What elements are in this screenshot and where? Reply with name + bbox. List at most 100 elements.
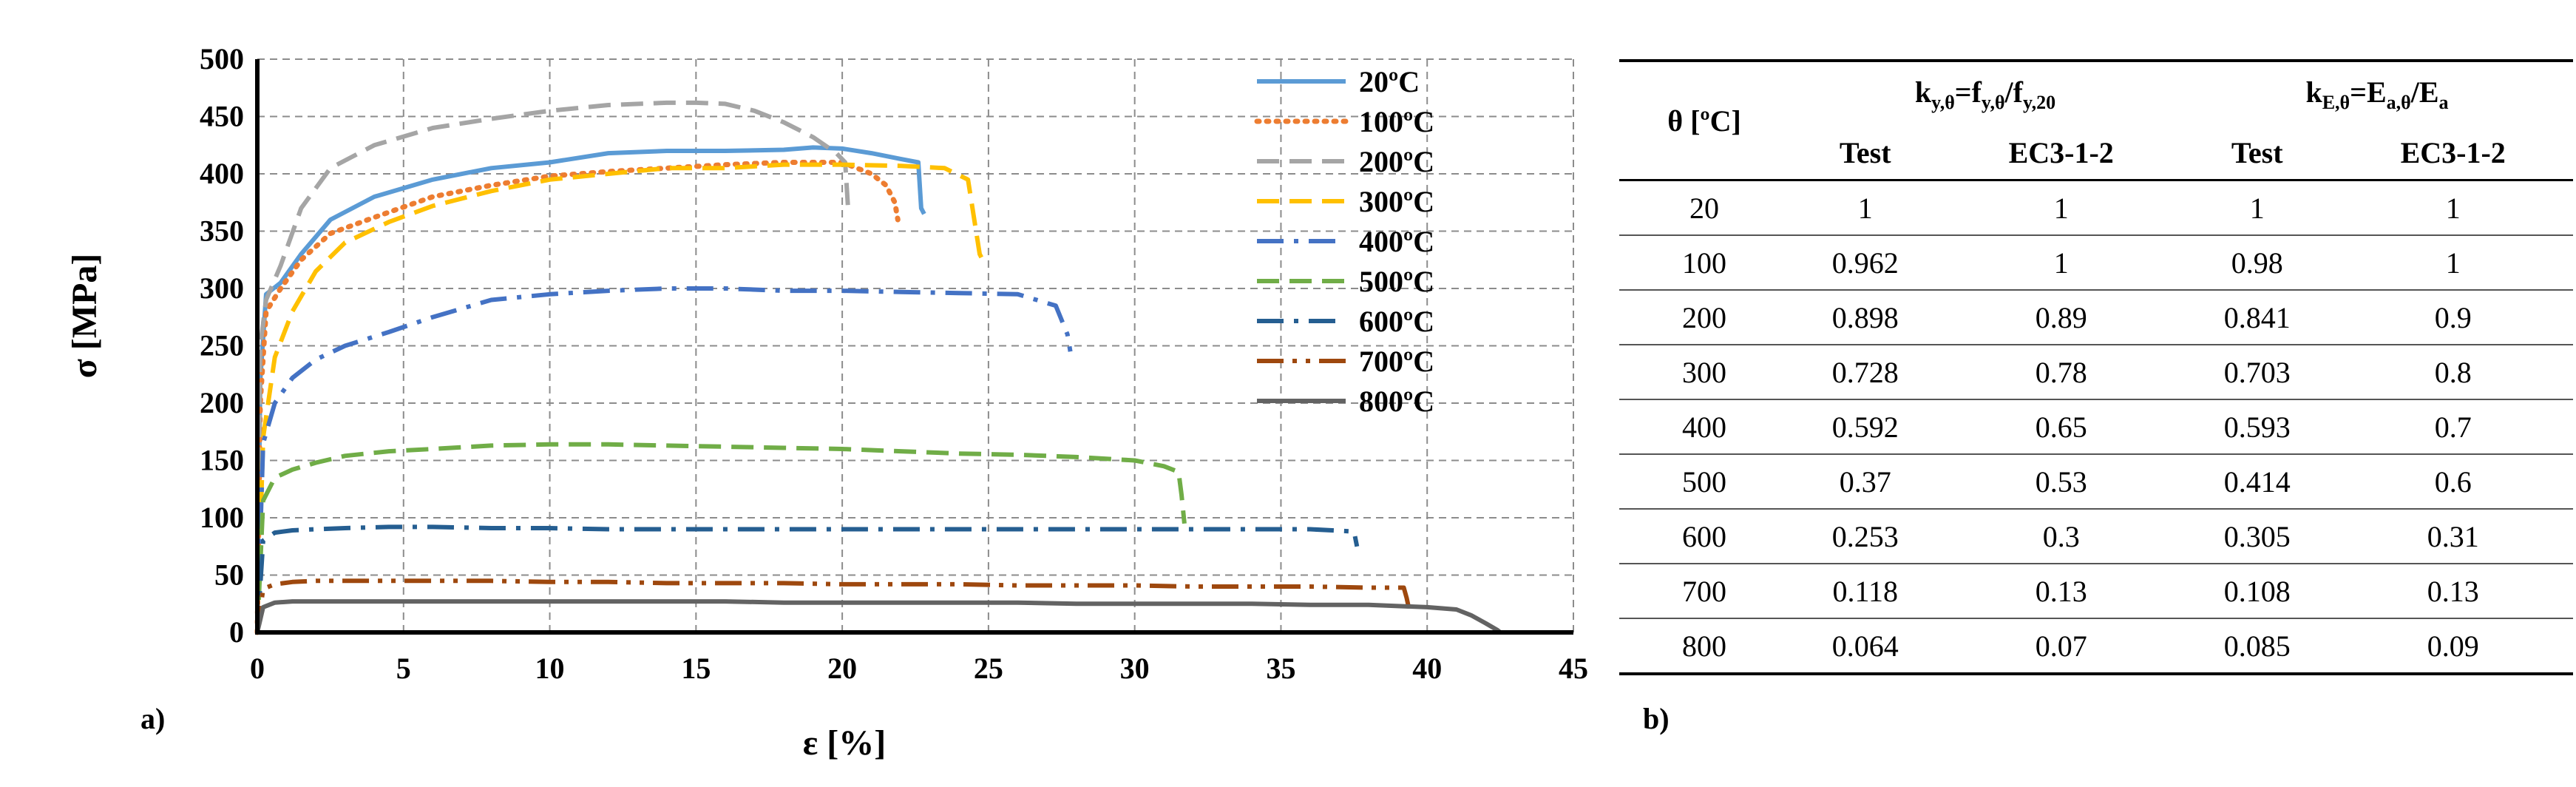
series-line-5 (255, 442, 1187, 633)
table-cell: 0.593 (2180, 399, 2333, 455)
ke-ec3-header: EC3-1-2 (2333, 126, 2573, 181)
chart-legend: 20ºC 100ºC 200ºC 300ºC 400ºC 500ºC 600ºC 700ºC 8… (1254, 65, 1434, 418)
table-row: 20 1 1 1 1 (1619, 180, 2573, 236)
table-cell: 1 (1941, 180, 2181, 236)
y-axis-title: σ [MPa] (65, 254, 104, 379)
table-cell: 0.841 (2180, 290, 2333, 345)
y-tick-label: 250 (200, 329, 244, 362)
chart-axes (255, 59, 1573, 635)
table-cell: 0.07 (1941, 618, 2181, 675)
x-tick-label: 40 (1412, 652, 1442, 685)
table-cell: 1 (1789, 180, 1942, 236)
series-line-3 (255, 162, 985, 633)
y-tick-label: 350 (200, 215, 244, 248)
ky-test-header: Test (1789, 126, 1942, 181)
table-cell: 0.305 (2180, 509, 2333, 564)
table-cell: 200 (1619, 290, 1789, 345)
table-cell: 0.9 (2333, 290, 2573, 345)
panel-a-label: a) (140, 702, 166, 735)
chart-tick-labels: 0 5 10 15 20 25 30 35 40 450501001502002503003504… (200, 42, 1588, 685)
ky-ec3-header: EC3-1-2 (1941, 126, 2181, 181)
table-cell: 0.31 (2333, 509, 2573, 564)
table-cell: 700 (1619, 564, 1789, 619)
table-cell: 0.085 (2180, 618, 2333, 675)
legend-label-8: 800ºC (1359, 385, 1434, 418)
legend-label-7: 700ºC (1359, 345, 1434, 378)
x-tick-label: 25 (974, 652, 1003, 685)
x-tick-label: 35 (1266, 652, 1295, 685)
table-row: 200 0.898 0.89 0.841 0.9 (1619, 290, 2573, 345)
table-cell: 1 (2333, 235, 2573, 291)
table-cell: 0.108 (2180, 564, 2333, 619)
table-cell: 0.98 (2180, 235, 2333, 291)
y-tick-label: 100 (200, 501, 244, 534)
table-cell: 0.703 (2180, 345, 2333, 400)
table-cell: 0.728 (1789, 345, 1942, 400)
table-cell: 1 (2180, 180, 2333, 236)
x-axis-title: ε [%] (803, 723, 886, 763)
legend-label-2: 200ºC (1359, 145, 1434, 178)
table-cell: 20 (1619, 180, 1789, 236)
ke-test-header: Test (2180, 126, 2333, 181)
series-line-6 (255, 524, 1360, 633)
ke-header: kE,θ=Ea,θ/Ea (2180, 59, 2573, 126)
ky-header: ky,θ=fy,θ/fy,20 (1789, 59, 2181, 126)
table-cell: 0.3 (1941, 509, 2181, 564)
y-tick-label: 150 (200, 444, 244, 477)
table-cell: 0.6 (2333, 454, 2573, 510)
y-tick-label: 50 (214, 558, 244, 592)
table-cell: 300 (1619, 345, 1789, 400)
legend-label-6: 600ºC (1359, 305, 1434, 338)
x-tick-label: 45 (1559, 652, 1588, 685)
table-cell: 100 (1619, 235, 1789, 291)
x-tick-label: 30 (1120, 652, 1150, 685)
y-tick-label: 450 (200, 100, 244, 133)
y-tick-label: 0 (229, 615, 244, 649)
legend-label-3: 300ºC (1359, 185, 1434, 218)
table-cell: 0.78 (1941, 345, 2181, 400)
table-cell: 0.37 (1789, 454, 1942, 510)
table-cell: 500 (1619, 454, 1789, 510)
table-cell: 0.064 (1789, 618, 1942, 675)
series-line-2 (255, 100, 850, 633)
x-tick-label: 15 (681, 652, 711, 685)
y-tick-label: 400 (200, 157, 244, 190)
table-row: 700 0.118 0.13 0.108 0.13 (1619, 564, 2573, 619)
reduction-factor-table: θ [ºC] ky,θ=fy,θ/fy,20 kE,θ=Ea,θ/Ea Test… (1619, 59, 2573, 675)
table-cell: 0.09 (2333, 618, 2573, 675)
x-tick-label: 20 (827, 652, 857, 685)
table-row: 100 0.962 1 0.98 1 (1619, 235, 2573, 291)
legend-label-5: 500ºC (1359, 265, 1434, 298)
table-cell: 800 (1619, 618, 1789, 675)
series-line-8 (255, 599, 1502, 635)
table-cell: 600 (1619, 509, 1789, 564)
panel-b-label: b) (1643, 702, 1670, 735)
series-line-1 (254, 160, 901, 635)
table-cell: 0.65 (1941, 399, 2181, 455)
table-cell: 0.253 (1789, 509, 1942, 564)
table-cell: 0.13 (2333, 564, 2573, 619)
table-cell: 0.8 (2333, 345, 2573, 400)
table-cell: 0.898 (1789, 290, 1942, 345)
table-cell: 400 (1619, 399, 1789, 455)
table-row: 400 0.592 0.65 0.593 0.7 (1619, 399, 2573, 455)
table-row: 600 0.253 0.3 0.305 0.31 (1619, 509, 2573, 564)
table-cell: 0.414 (2180, 454, 2333, 510)
y-tick-label: 300 (200, 271, 244, 305)
x-tick-label: 5 (396, 652, 411, 685)
table-cell: 0.118 (1789, 564, 1942, 619)
table-row: 800 0.064 0.07 0.085 0.09 (1619, 618, 2573, 675)
table-row: 300 0.728 0.78 0.703 0.8 (1619, 345, 2573, 400)
table-cell: 0.7 (2333, 399, 2573, 455)
legend-label-1: 100ºC (1359, 105, 1434, 138)
table-cell: 0.53 (1941, 454, 2181, 510)
chart-series-group (254, 100, 1502, 635)
legend-label-4: 400ºC (1359, 225, 1434, 258)
series-line-0 (255, 145, 926, 633)
table-cell: 0.592 (1789, 399, 1942, 455)
x-tick-label: 10 (535, 652, 565, 685)
chart-grid (257, 58, 1574, 632)
table-cell: 1 (1941, 235, 2181, 291)
y-tick-label: 500 (200, 42, 244, 75)
x-tick-label: 0 (250, 652, 265, 685)
